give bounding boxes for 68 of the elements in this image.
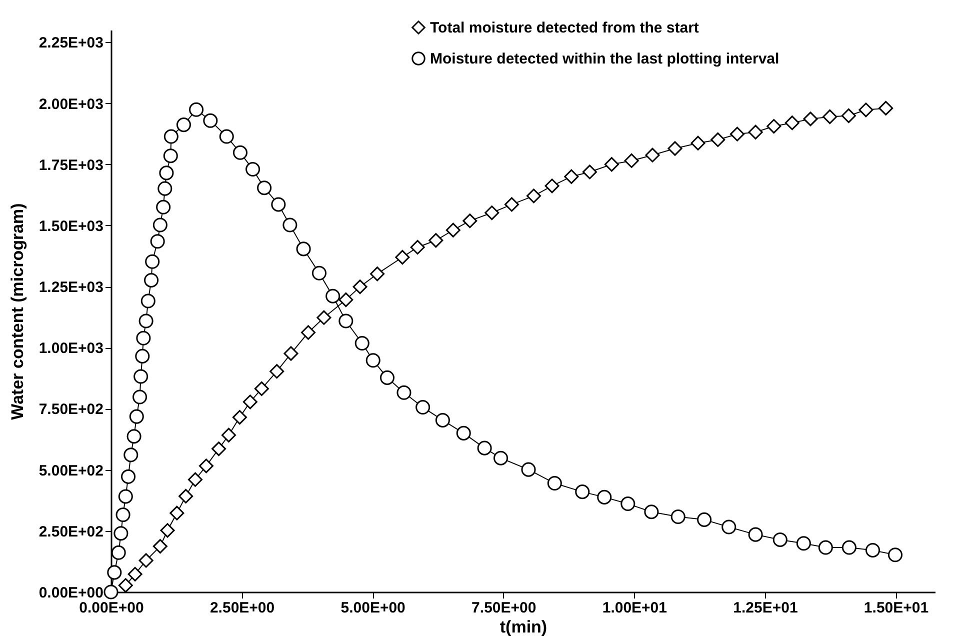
y-tick-label: 0.00E+00 [38,584,104,602]
point [858,102,874,118]
point [841,108,856,124]
point [138,553,154,568]
y-tick-label: 2.25E+03 [38,34,104,52]
point [254,381,269,396]
point [338,292,354,308]
point [668,141,682,156]
point [878,100,894,116]
point [232,410,247,425]
point [198,458,214,474]
y-tick-label: 7.50E+02 [38,401,104,418]
x-tick-label: 7.50E+00 [472,600,536,616]
x-tick-label: 0.00E+00 [79,600,144,616]
x-axis-title: t(min) [500,618,548,636]
point [212,442,226,456]
y-tick-label: 5.00E+02 [38,462,104,480]
x-tick-label: 1.00E+01 [602,600,668,616]
point [748,124,763,140]
point [544,178,560,194]
point [160,523,175,538]
point [784,116,800,130]
point [564,169,579,184]
point [270,364,284,379]
y-tick-label: 1.25E+03 [38,279,104,296]
point [170,506,184,520]
point [446,222,460,238]
point [730,126,745,142]
legend-label: Moisture detected within the last plotting interval [430,50,780,68]
x-tick-label: 1.25E+01 [733,600,798,616]
point [370,266,385,282]
point [624,153,639,168]
point [484,206,500,220]
point [352,280,368,294]
point [128,566,142,582]
y-tick-label: 1.50E+03 [38,218,104,235]
point [284,346,298,361]
y-tick-label: 1.00E+03 [38,340,104,358]
point [462,214,478,228]
x-tick-label: 2.50E+00 [210,600,275,616]
point [645,148,660,162]
point [178,488,194,504]
point [300,325,316,340]
point [242,394,258,410]
point [766,119,782,134]
legend-label: Total moisture detected from the start [430,20,699,36]
point [822,109,838,124]
point [690,136,706,150]
x-tick-label: 5.00E+00 [340,600,406,616]
point [188,472,202,487]
y-tick-label: 1.75E+03 [38,156,104,174]
point [710,132,726,147]
y-axis-title: Water content (microgram) [8,203,27,420]
y-tick-label: 2.50E+02 [38,523,104,540]
y-tick-label: 2.00E+03 [38,96,104,113]
point [395,250,410,265]
point [410,240,425,254]
point [221,428,236,442]
x-tick-label: 1.50E+01 [864,600,929,616]
point [118,578,133,593]
point [526,188,541,204]
point [803,112,818,126]
point [428,233,444,248]
point [316,310,332,325]
point [152,539,168,554]
point [504,197,520,212]
point [604,157,619,172]
point [582,164,597,180]
